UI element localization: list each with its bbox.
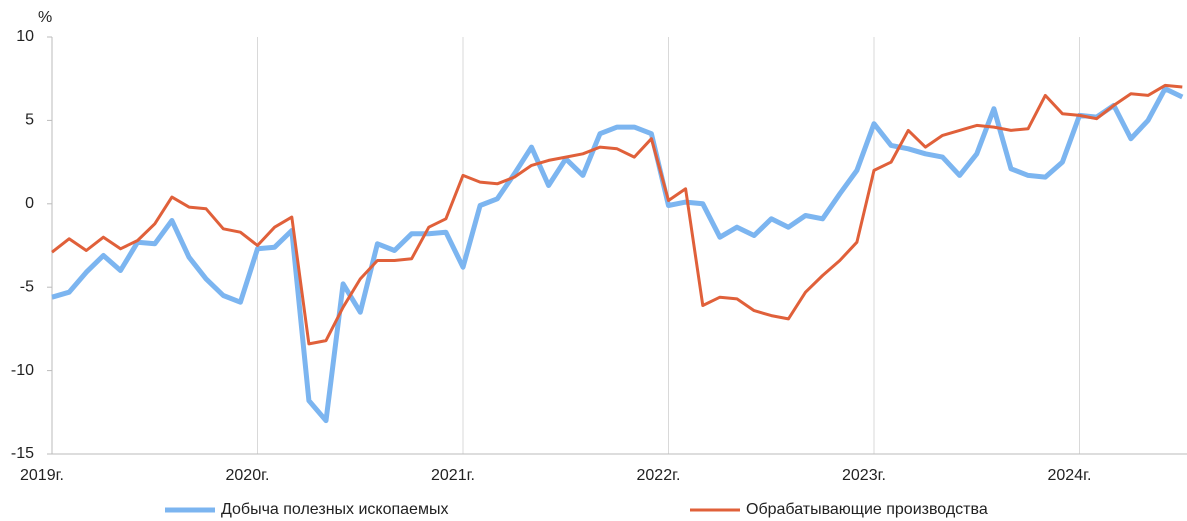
x-tick-label: 2024г. <box>1048 467 1092 484</box>
x-tick-label: 2020г. <box>226 467 270 484</box>
legend-label: Обрабатывающие производства <box>746 501 988 518</box>
y-tick-label: -5 <box>20 278 34 295</box>
x-tick-label: 2023г. <box>842 467 886 484</box>
x-tick-label: 2022г. <box>637 467 681 484</box>
series-line <box>51 83 1183 346</box>
x-tick-label: 2019г. <box>20 467 64 484</box>
y-axis-label: % <box>38 9 52 26</box>
y-tick-label: 10 <box>16 28 34 45</box>
y-tick-label: -15 <box>11 445 34 462</box>
x-tick-label: 2021г. <box>431 467 475 484</box>
legend-label: Добыча полезных ископаемых <box>221 501 448 518</box>
y-tick-label: -10 <box>11 362 34 379</box>
series-line <box>51 86 1184 424</box>
y-tick-label: 0 <box>25 195 34 212</box>
y-tick-label: 5 <box>25 112 34 129</box>
